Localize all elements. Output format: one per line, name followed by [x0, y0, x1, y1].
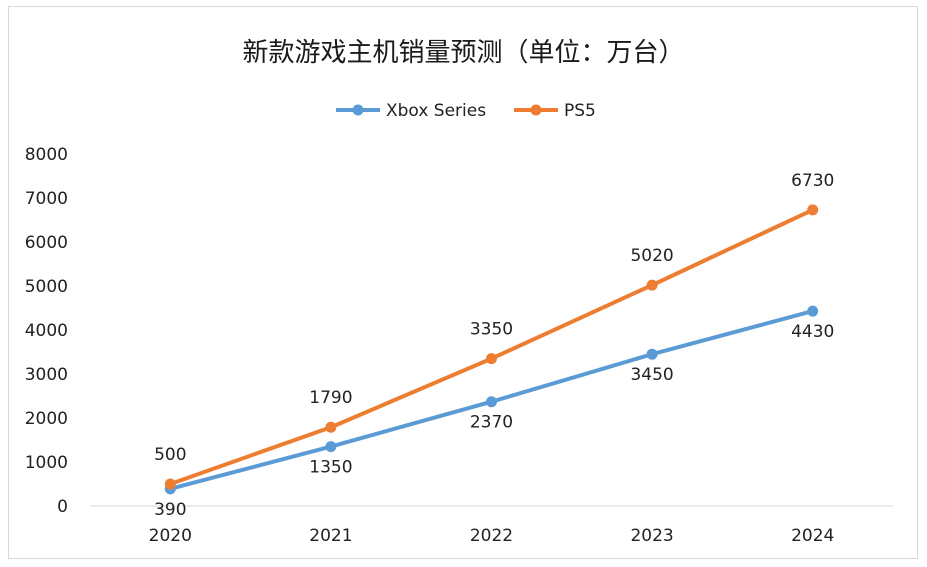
y-tick-label: 4000 — [25, 321, 68, 341]
data-point-ps5[interactable] — [164, 478, 176, 490]
y-tick-label: 7000 — [25, 189, 68, 209]
data-label-ps5: 5020 — [630, 246, 673, 266]
y-tick-label: 6000 — [25, 233, 68, 253]
data-label-ps5: 6730 — [791, 171, 834, 191]
data-label-xbox-series: 2370 — [470, 413, 513, 433]
data-point-xbox-series[interactable] — [807, 305, 819, 317]
data-label-ps5: 500 — [154, 445, 186, 465]
chart-title: 新款游戏主机销量预测（单位：万台） — [242, 38, 685, 68]
data-point-xbox-series[interactable] — [486, 396, 497, 408]
legend-marker-xbox-series — [352, 104, 364, 116]
data-point-xbox-series[interactable] — [646, 348, 658, 360]
data-point-xbox-series[interactable] — [325, 441, 337, 453]
data-label-xbox-series: 1350 — [309, 458, 352, 478]
data-label-ps5: 1790 — [309, 388, 352, 408]
y-tick-label: 2000 — [25, 409, 68, 429]
data-label-xbox-series: 4430 — [791, 322, 834, 342]
chart-frame — [8, 6, 918, 559]
x-tick-label: 2021 — [309, 526, 352, 546]
series-group — [164, 204, 819, 495]
legend-marker-ps5 — [530, 104, 542, 116]
data-point-ps5[interactable] — [486, 353, 497, 365]
data-point-ps5[interactable] — [646, 279, 658, 291]
data-point-ps5[interactable] — [807, 204, 819, 216]
legend: Xbox Series PS5 — [336, 101, 596, 121]
data-label-ps5: 3350 — [470, 320, 513, 340]
y-tick-label: 8000 — [25, 145, 68, 165]
data-point-ps5[interactable] — [325, 421, 337, 433]
y-tick-label: 0 — [57, 497, 68, 517]
y-axis-ticks: 0 1000 2000 3000 4000 5000 6000 7000 8000 — [25, 145, 68, 517]
x-tick-label: 2024 — [791, 526, 834, 546]
data-labels: 390 1350 2370 3450 4430 500 1790 3350 5020 6730 — [154, 171, 834, 520]
y-tick-label: 1000 — [25, 453, 68, 473]
legend-label-xbox-series[interactable]: Xbox Series — [386, 101, 486, 121]
x-axis-ticks: 2020 2021 2022 2023 2024 — [149, 526, 835, 546]
data-label-xbox-series: 390 — [154, 500, 186, 520]
x-tick-label: 2022 — [470, 526, 513, 546]
x-tick-label: 2020 — [149, 526, 192, 546]
legend-label-ps5[interactable]: PS5 — [564, 101, 596, 121]
series-line-ps5 — [168, 207, 815, 486]
x-tick-label: 2023 — [630, 526, 673, 546]
data-label-xbox-series: 3450 — [630, 365, 673, 385]
y-tick-label: 5000 — [25, 277, 68, 297]
y-tick-label: 3000 — [25, 365, 68, 385]
